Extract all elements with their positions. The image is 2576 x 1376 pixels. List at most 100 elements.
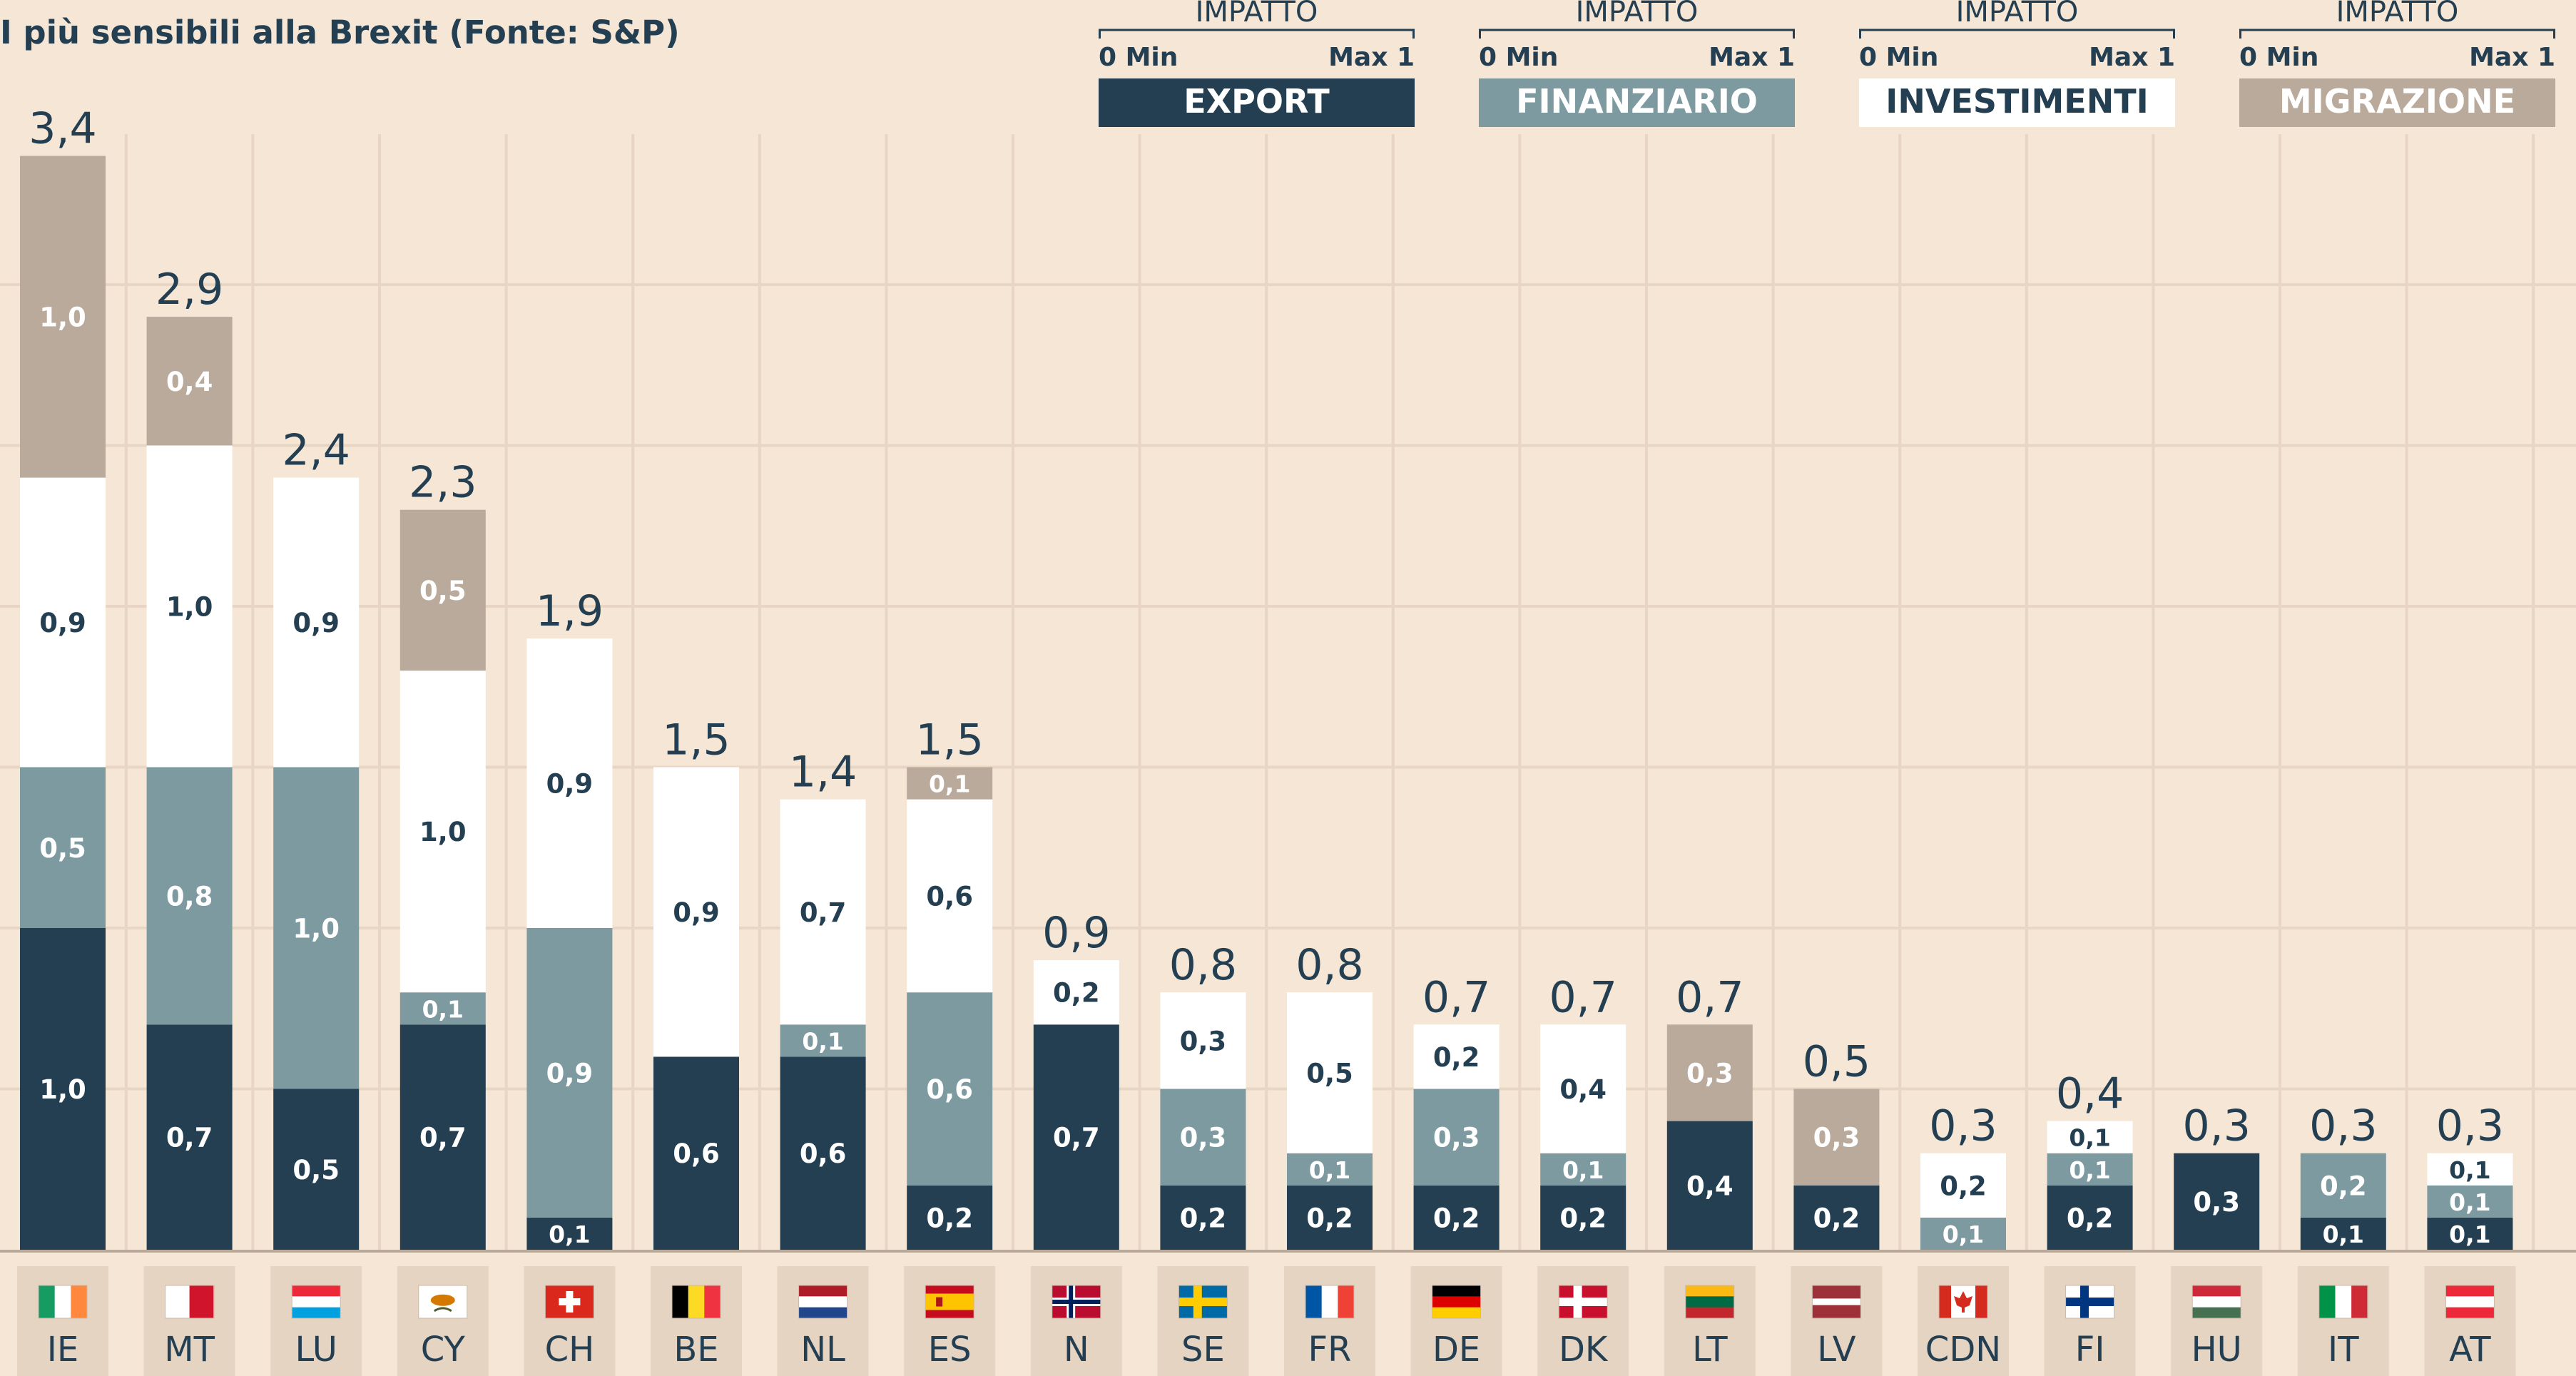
total-value-label: 2,3 [409, 458, 477, 508]
bar-group-n: 0,7 0,2 0,9 [1033, 908, 1119, 1250]
segment-value-label: 0,5 [1306, 1058, 1353, 1089]
bar-segment-investimenti [907, 799, 993, 993]
legend-label: INVESTIMENTI [1885, 82, 2148, 121]
flag-icon-it [2318, 1285, 2368, 1319]
country-tile-background [2171, 1266, 2263, 1376]
legend-heading: IMPATTO [2336, 0, 2459, 29]
country-label: IE [47, 1330, 78, 1370]
bar-segment-migrazione [20, 156, 106, 478]
segment-value-label: 0,9 [673, 897, 720, 928]
country-label: MT [164, 1330, 215, 1370]
segment-value-label: 0,2 [926, 1203, 973, 1233]
country-tile-nl: NL [777, 1266, 869, 1376]
country-tile-be: BE [651, 1266, 742, 1376]
country-tile-cy: CY [397, 1266, 489, 1376]
segment-value-label: 1,0 [292, 914, 340, 944]
segment-value-label: 0,8 [166, 881, 213, 912]
country-tile-se: SE [1157, 1266, 1249, 1376]
bar-group-es: 0,2 0,6 0,6 0,1 1,5 [907, 715, 993, 1250]
country-label: FI [2075, 1330, 2105, 1370]
bar-group-ch: 0,1 0,9 0,9 1,9 [526, 586, 613, 1250]
bar-segment-investimenti [2047, 1121, 2133, 1153]
segment-value-label: 0,9 [39, 608, 86, 638]
segment-value-label: 0,3 [1180, 1123, 1227, 1153]
bar-segment-investimenti [146, 445, 233, 768]
bar-segment-finanziario [907, 992, 993, 1186]
legend-swatch [1479, 78, 1795, 127]
bar-segment-finanziario [1287, 1153, 1373, 1186]
segment-value-label: 0,3 [2193, 1187, 2240, 1218]
bar-segment-export [146, 1024, 233, 1250]
country-label: CDN [1925, 1330, 2001, 1370]
country-label: CY [421, 1330, 466, 1370]
country-tile-background [1791, 1266, 1883, 1376]
country-label: DK [1559, 1330, 1609, 1370]
bar-segment-export [653, 1056, 739, 1250]
bar-segment-investimenti [1287, 992, 1373, 1153]
flag-icon-fr [1305, 1285, 1355, 1319]
bar-segment-investimenti [399, 671, 486, 993]
segment-value-label: 0,2 [2320, 1171, 2367, 1201]
bar-segment-investimenti [1540, 1024, 1626, 1153]
total-value-label: 2,4 [282, 426, 350, 476]
legend-min-label: 0 Min [1099, 43, 1178, 72]
total-value-label: 0,7 [1676, 972, 1743, 1022]
bar-segment-finanziario [1540, 1153, 1626, 1186]
segment-value-label: 0,9 [546, 1058, 594, 1089]
bar-segment-finanziario [1413, 1089, 1500, 1186]
legend-item-finanziario: IMPATTO 0 Min Max 1 FINANZIARIO [1479, 0, 1795, 127]
legend-max-label: Max 1 [2469, 43, 2555, 72]
flag-icon-hu [2191, 1285, 2241, 1319]
country-tile-background [2044, 1266, 2136, 1376]
segment-value-label: 0,2 [1813, 1203, 1860, 1233]
bar-segment-export [2300, 1217, 2386, 1250]
bar-segment-export [1160, 1185, 1246, 1250]
segment-value-label: 0,2 [1433, 1042, 1480, 1073]
country-tile-de: DE [1410, 1266, 1502, 1376]
flag-icon-mt [165, 1285, 215, 1319]
total-value-label: 2,9 [156, 265, 223, 315]
segment-value-label: 0,4 [1559, 1074, 1607, 1105]
bar-segment-export [907, 1185, 993, 1250]
bar-segment-investimenti [526, 638, 613, 928]
bar-group-be: 0,6 0,9 1,5 [653, 715, 739, 1250]
bar-group-de: 0,2 0,3 0,2 0,7 [1413, 972, 1500, 1250]
country-label: N [1064, 1330, 1089, 1370]
country-tile-ie: IE [17, 1266, 108, 1376]
bar-segment-investimenti [20, 477, 106, 768]
bar-segment-migrazione [146, 317, 233, 446]
flag-icon-fi [2065, 1285, 2115, 1319]
x-axis: IE MT LU CY CH BE NL ES N SE FR DE DK LT LV CDN FI HU IT AT [0, 1250, 2576, 1376]
legend-item-investimenti: IMPATTO 0 Min Max 1 INVESTIMENTI [1859, 0, 2175, 127]
country-tile-background [777, 1266, 869, 1376]
bar-segment-migrazione [1793, 1089, 1880, 1186]
bar-segment-finanziario [526, 928, 613, 1218]
total-value-label: 0,3 [2182, 1101, 2250, 1151]
country-label: NL [800, 1330, 845, 1370]
flag-icon-ch [544, 1285, 594, 1319]
legend-label: FINANZIARIO [1516, 82, 1758, 121]
country-tile-background [2297, 1266, 2389, 1376]
legend-swatch [1859, 78, 2175, 127]
country-tile-background [1284, 1266, 1375, 1376]
total-value-label: 1,5 [915, 715, 983, 765]
bar-segment-export [526, 1217, 613, 1250]
country-label: LU [295, 1330, 337, 1370]
segment-value-label: 1,0 [39, 302, 86, 333]
segment-value-label: 0,1 [2323, 1220, 2364, 1248]
segment-value-label: 0,7 [166, 1123, 213, 1153]
segment-value-label: 0,1 [2449, 1220, 2490, 1248]
country-tile-background [1664, 1266, 1756, 1376]
country-tile-hu: HU [2171, 1266, 2263, 1376]
country-tile-n: N [1030, 1266, 1122, 1376]
flag-icon-lu [291, 1285, 341, 1319]
segment-value-label: 0,2 [1940, 1171, 1987, 1201]
country-label: SE [1181, 1330, 1225, 1370]
total-value-label: 0,4 [2056, 1069, 2124, 1119]
country-tile-background [1918, 1266, 2009, 1376]
country-tile-background [270, 1266, 362, 1376]
bar-group-cy: 0,7 0,1 1,0 0,5 2,3 [399, 458, 486, 1250]
bar-segment-migrazione [1666, 1024, 1753, 1121]
total-value-label: 0,7 [1549, 972, 1617, 1022]
